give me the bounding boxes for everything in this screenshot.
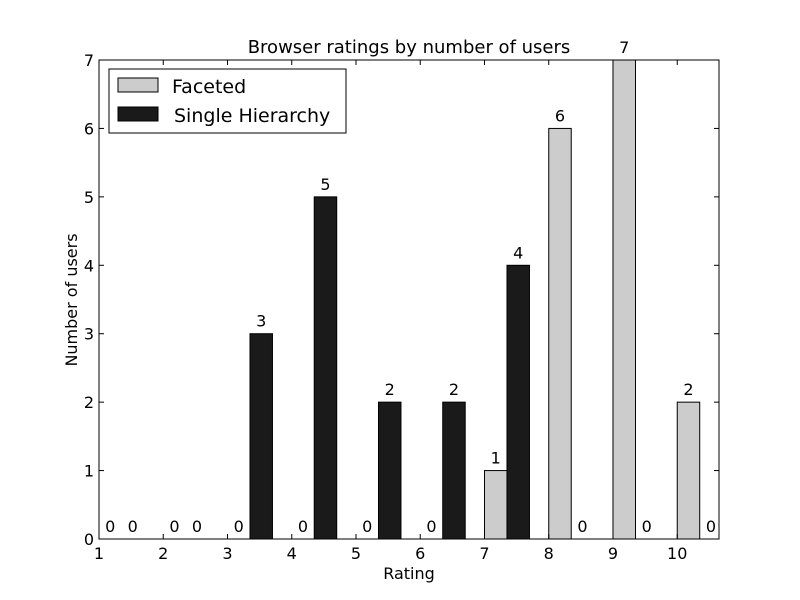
legend-label-faceted: Faceted [172, 76, 246, 98]
y-tick-label: 4 [84, 256, 94, 275]
bar-single-hierarchy-5 [377, 401, 402, 540]
data-label-single-hierarchy-3: 3 [256, 312, 266, 331]
data-label-single-hierarchy-4: 5 [320, 175, 330, 194]
y-tick-label: 6 [84, 119, 94, 138]
y-tick-label: 3 [84, 325, 94, 344]
data-label-faceted-3: 0 [234, 517, 244, 536]
data-label-faceted-5: 0 [362, 517, 372, 536]
y-tick-label: 0 [84, 530, 94, 549]
bars-group [249, 59, 701, 540]
y-tick-labels: 0 1 2 3 4 5 6 7 [84, 51, 94, 549]
plot-frame [98, 59, 720, 540]
x-tick-label: 10 [667, 544, 687, 563]
bar-single-hierarchy-6 [442, 401, 466, 540]
x-tick-labels: 1 2 3 4 5 6 7 8 9 10 [94, 544, 688, 563]
x-tick-label: 4 [287, 544, 297, 563]
legend-swatch-faceted [117, 77, 159, 93]
bar-single-hierarchy-7 [506, 264, 530, 540]
chart-title: Browser ratings by number of users [248, 37, 571, 58]
data-label-single-hierarchy-8: 0 [577, 517, 587, 536]
x-tick-label: 3 [222, 544, 232, 563]
bar-faceted-10 [676, 401, 701, 540]
data-label-faceted-2: 0 [169, 517, 179, 536]
data-label-single-hierarchy-2: 0 [192, 517, 202, 536]
data-label-single-hierarchy-5: 2 [385, 380, 395, 399]
data-label-faceted-8: 6 [555, 106, 565, 125]
y-axis-label: Number of users [62, 233, 81, 366]
x-tick-label: 7 [479, 544, 489, 563]
x-tick-label: 6 [415, 544, 425, 563]
y-tick-label: 5 [84, 188, 94, 207]
x-tick-label: 2 [158, 544, 168, 563]
data-label-single-hierarchy-1: 0 [128, 517, 138, 536]
data-label-single-hierarchy-7: 4 [513, 243, 523, 262]
data-label-faceted-9: 7 [619, 38, 629, 57]
data-label-single-hierarchy-6: 2 [449, 380, 459, 399]
x-tick-label: 1 [94, 544, 104, 563]
x-tick-label: 5 [351, 544, 361, 563]
data-label-faceted-1: 0 [105, 517, 115, 536]
x-tick-label: 8 [544, 544, 554, 563]
data-label-faceted-6: 0 [426, 517, 436, 536]
data-label-faceted-10: 2 [683, 380, 693, 399]
bar-single-hierarchy-4 [313, 196, 338, 540]
data-label-single-hierarchy-10: 0 [706, 517, 716, 536]
bar-single-hierarchy-3 [249, 333, 273, 540]
bar-faceted-9 [612, 59, 636, 540]
data-label-faceted-7: 1 [491, 449, 501, 468]
legend: Faceted Single Hierarchy [108, 68, 347, 134]
y-tick-label: 7 [84, 51, 94, 70]
x-tick-label: 9 [608, 544, 618, 563]
y-tick-label: 1 [84, 462, 94, 481]
bar-faceted-8 [548, 127, 572, 540]
legend-swatch-single-hierarchy [117, 106, 159, 122]
legend-label-single-hierarchy: Single Hierarchy [174, 105, 330, 127]
data-label-faceted-4: 0 [298, 517, 308, 536]
y-tick-label: 2 [84, 393, 94, 412]
x-axis-label: Rating [383, 564, 435, 583]
ticks-group [98, 59, 719, 540]
data-label-single-hierarchy-9: 0 [642, 517, 652, 536]
bar-faceted-7 [483, 470, 508, 540]
